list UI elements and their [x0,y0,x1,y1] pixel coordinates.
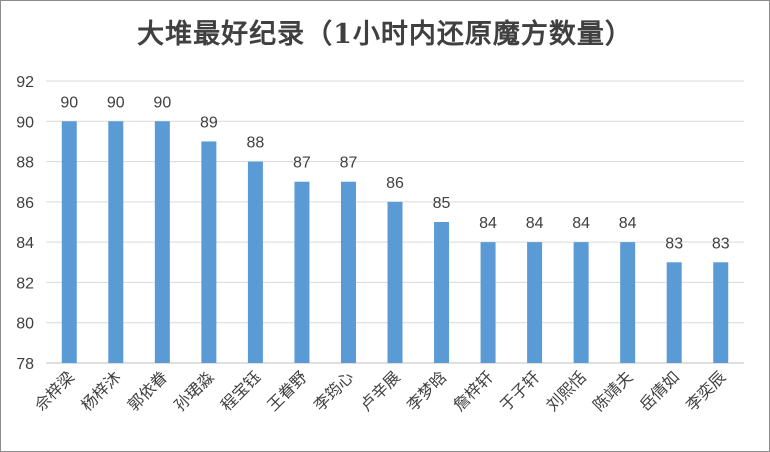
bar [527,242,543,363]
bar [201,141,217,363]
data-label: 84 [526,215,544,232]
data-label: 90 [153,94,171,111]
x-tick-label: 陈靖夫 [589,367,636,414]
x-tick-label: 程宝钰 [217,367,264,414]
x-tick-label: 卢辛展 [356,367,403,414]
data-label: 84 [479,215,497,232]
data-label: 88 [247,135,265,152]
x-axis-ticks: 佘梓梁 杨梓沐 郭依眷 孙珺淼 程宝钰 王眷野 李筠心 卢辛展 李梦晗 詹梓轩 于子轩 刘熙恬 陈靖夫岳… [31,367,730,414]
x-tick-label: 郭依眷 [124,367,171,414]
data-label: 90 [60,94,78,111]
y-axis-ticks: 78 80 82 84 86 88 90 92 [16,74,34,373]
data-labels: 90 90 90 89 88 87 87 86 85 84 84 84 84 83 83 [60,94,729,252]
y-tick-label: 86 [16,195,34,212]
data-label: 90 [107,94,125,111]
y-tick-label: 90 [16,114,34,131]
x-tick-label: 李梦晗 [403,367,450,414]
y-tick-label: 78 [16,356,34,373]
y-tick-label: 88 [16,155,34,172]
bar [666,262,682,363]
data-label: 84 [619,215,637,232]
x-tick-label: 于子轩 [496,367,543,414]
y-tick-label: 92 [16,74,34,91]
chart-title: 大堆最好纪录（1小时内还原魔方数量） [137,19,633,50]
bar [294,181,310,363]
bar [573,242,589,363]
x-tick-label: 李筠心 [310,367,357,414]
data-label: 89 [200,114,218,131]
data-label: 84 [572,215,590,232]
data-label: 87 [340,155,358,172]
data-label: 86 [386,175,404,192]
bar [713,262,729,363]
bar [108,121,124,364]
bar [340,181,356,363]
x-tick-label: 詹梓轩 [450,367,497,414]
bar [434,222,450,363]
bar [154,121,170,364]
x-tick-label: 佘梓梁 [31,367,78,414]
bar [620,242,636,363]
x-tick-label: 岳倩如 [636,367,683,414]
data-label: 83 [665,235,683,252]
bar [247,161,263,363]
data-label: 85 [433,195,451,212]
x-tick-label: 李奕辰 [682,367,729,414]
x-tick-label: 刘熙恬 [543,367,590,414]
bar [480,242,496,363]
bar [61,121,77,364]
y-tick-label: 82 [16,275,34,292]
bar [387,201,403,363]
data-label: 83 [712,235,730,252]
x-tick-label: 孙珺淼 [170,367,217,414]
data-label: 87 [293,155,311,172]
x-tick-label: 王眷野 [263,367,310,414]
bars [61,121,729,364]
x-tick-label: 杨梓沐 [77,367,124,414]
y-tick-label: 84 [16,235,34,252]
y-tick-label: 80 [16,316,34,333]
